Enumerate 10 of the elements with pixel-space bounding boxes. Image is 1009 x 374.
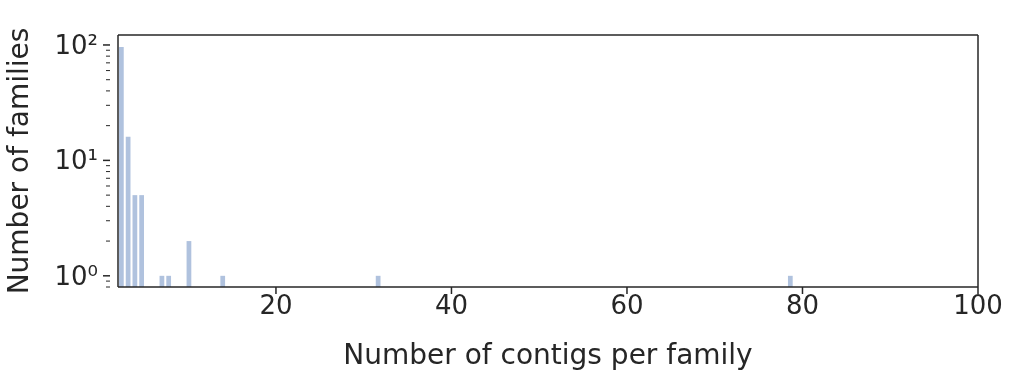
x-axis-title: Number of contigs per family — [343, 338, 753, 371]
y-tick-label: 10² — [54, 30, 98, 61]
y-tick-label: 10¹ — [54, 145, 98, 176]
x-tick-label: 100 — [953, 290, 1003, 321]
x-tick-label: 60 — [610, 290, 644, 321]
x-tick-label: 40 — [434, 290, 469, 321]
x-tick-label: 20 — [259, 290, 293, 321]
y-axis-title: Number of families — [1, 27, 35, 295]
y-tick-label: 10⁰ — [54, 260, 98, 291]
x-tick-label: 80 — [785, 290, 820, 321]
